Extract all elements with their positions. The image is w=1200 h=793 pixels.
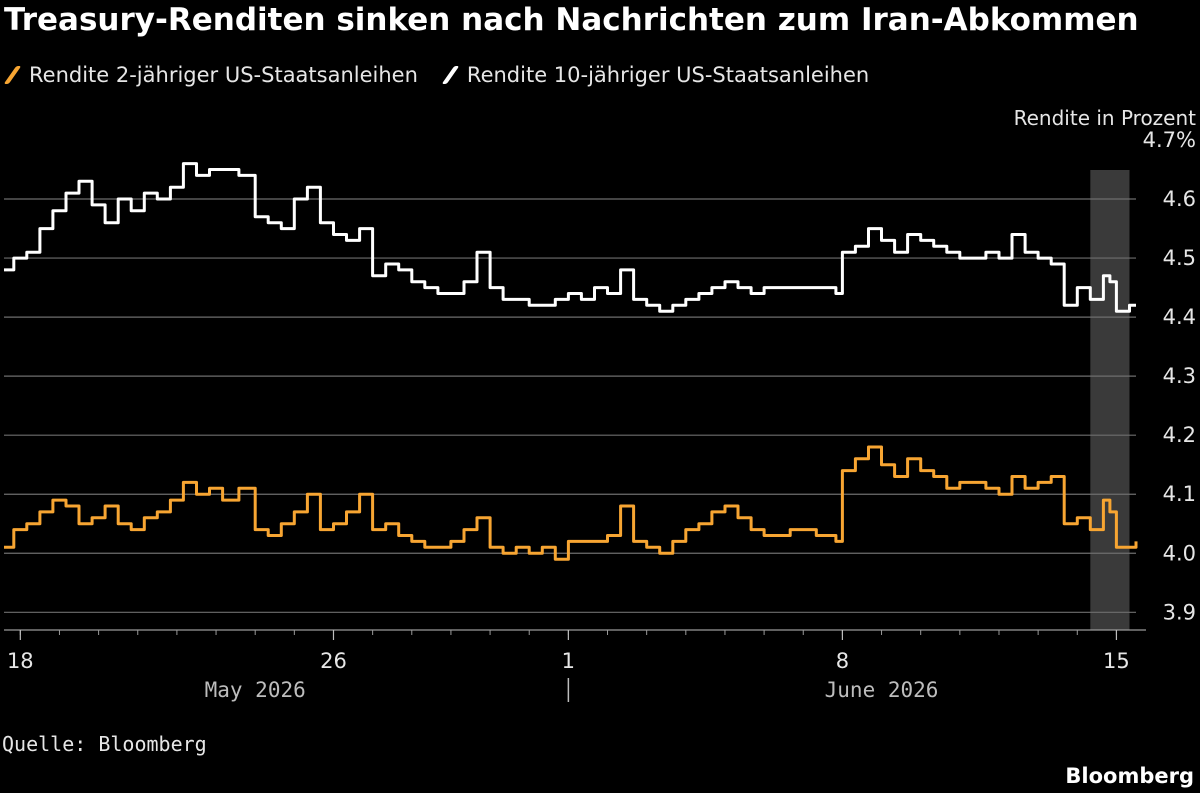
source-note: Quelle: Bloomberg [2, 732, 207, 756]
series-line-2y [4, 445, 1138, 561]
x-tick-label: 15 [1103, 649, 1130, 673]
x-tick-label: 1 [562, 649, 575, 673]
month-label: June 2026 [825, 678, 939, 702]
legend-item-2y: Rendite 2-jähriger US-Staatsanleihen [3, 63, 418, 87]
series-lines [3, 162, 1138, 561]
legend: Rendite 2-jähriger US-Staatsanleihen Ren… [3, 60, 893, 90]
chart-title: Treasury-Renditen sinken nach Nachrichte… [4, 2, 1139, 38]
series-line-10y [4, 162, 1136, 313]
legend-label-10y: Rendite 10-jähriger US-Staatsanleihen [466, 63, 870, 87]
legend-label-2y: Rendite 2-jähriger US-Staatsanleihen [29, 63, 418, 87]
month-label: May 2026 [205, 678, 306, 702]
y-tick-label: 4.4 [1163, 305, 1196, 329]
y-tick-label: 4.3 [1163, 364, 1196, 388]
y-tick-label: 4.5 [1163, 246, 1196, 270]
highlight-band [1090, 170, 1130, 630]
x-tick-label: 8 [836, 649, 849, 673]
y-tick-label: 4.7% [1143, 128, 1196, 152]
legend-item-10y: Rendite 10-jähriger US-Staatsanleihen [441, 63, 870, 87]
x-tick-label: 26 [320, 649, 347, 673]
y-axis-ticks: 4.7% 4.6 4.5 4.4 4.3 4.2 4.1 4.0 3.9 [1143, 128, 1196, 624]
y-tick-label: 3.9 [1163, 600, 1196, 624]
y-tick-label: 4.6 [1163, 187, 1196, 211]
y-tick-label: 4.1 [1163, 482, 1196, 506]
y-tick-label: 4.0 [1163, 541, 1196, 565]
y-axis-label: Rendite in Prozent [1013, 106, 1196, 130]
y-tick-label: 4.2 [1163, 423, 1196, 447]
bloomberg-logo: Bloomberg [1065, 764, 1194, 788]
x-tick-label: 18 [7, 649, 34, 673]
gridlines [4, 198, 1136, 613]
